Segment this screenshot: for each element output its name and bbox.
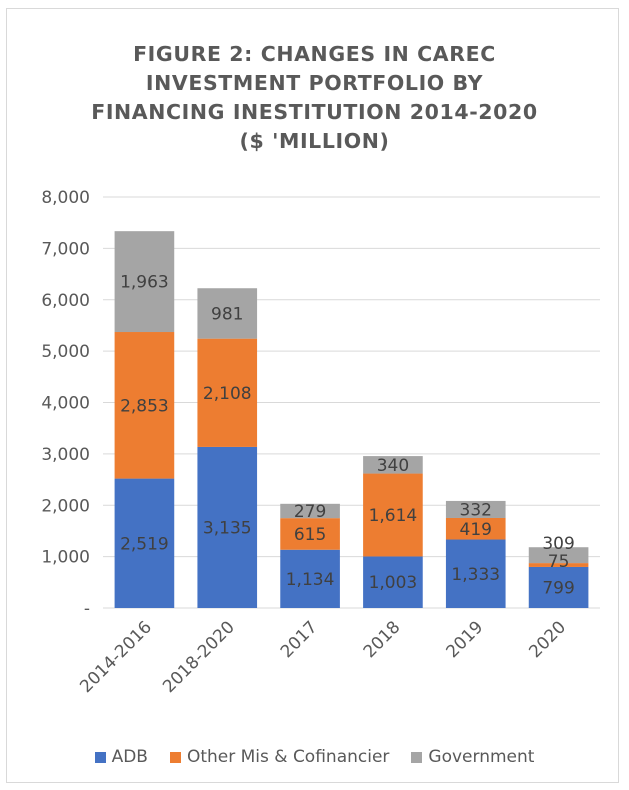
data-label: 419: [460, 520, 492, 540]
data-label: 340: [377, 456, 409, 476]
data-label: 2,853: [120, 396, 169, 416]
chart-frame: [6, 8, 619, 783]
data-label: 799: [542, 578, 574, 598]
data-label: 332: [460, 500, 492, 520]
legend-label-adb: ADB: [111, 747, 148, 767]
data-label: 75: [548, 552, 570, 572]
bar-segment: [197, 446, 258, 608]
legend-swatch-other: [169, 751, 181, 763]
y-tick-label: 1,000: [41, 548, 90, 568]
bar-segment: [280, 518, 340, 550]
bar-segment: [114, 332, 175, 479]
bar-segment: [363, 473, 423, 557]
data-label: 3,135: [203, 518, 252, 538]
data-label: 1,134: [286, 570, 335, 590]
legend-item-other: Other Mis & Cofinancier: [169, 747, 390, 767]
bar-segment: [280, 503, 340, 519]
data-label: 2,519: [120, 534, 169, 554]
bar-segment: [528, 566, 589, 608]
bar-segment: [280, 549, 340, 608]
chart-title-line-3: FINANCING INESTITUTION 2014-2020: [91, 100, 538, 124]
x-tick-label: 2019: [443, 617, 488, 662]
y-tick-label: 6,000: [41, 291, 90, 311]
y-tick-label: 7,000: [41, 239, 90, 259]
y-tick-label: 5,000: [41, 342, 90, 362]
y-tick-label: 4,000: [41, 394, 90, 414]
bar-segment: [528, 563, 589, 567]
y-tick-label: 8,000: [41, 188, 90, 208]
bar-segment: [114, 231, 175, 333]
legend-item-adb: ADB: [94, 747, 148, 767]
y-tick-label: -: [84, 599, 90, 619]
data-label: 1,614: [369, 506, 418, 526]
bar-segment: [528, 547, 589, 564]
x-tick-label: 2017: [277, 617, 322, 662]
legend-item-government: Government: [411, 747, 534, 767]
x-tick-label: 2018-2020: [159, 617, 239, 697]
data-label: 2,108: [203, 384, 252, 404]
chart-title-line-1: FIGURE 2: CHANGES IN CAREC: [133, 42, 496, 66]
data-label: 1,003: [369, 573, 418, 593]
legend-label-government: Government: [428, 747, 535, 767]
bar-segment: [114, 478, 175, 608]
bar-segment: [445, 500, 506, 518]
data-label: 1,963: [120, 273, 169, 293]
legend-label-other: Other Mis & Cofinancier: [186, 747, 390, 767]
data-label: 981: [211, 304, 243, 324]
data-label: 279: [294, 502, 326, 522]
legend-swatch-adb: [94, 751, 106, 763]
data-label: 309: [542, 534, 574, 554]
bar-segment: [363, 456, 423, 474]
bar-segment: [197, 288, 258, 339]
bar-segment: [445, 539, 506, 608]
bar-segment: [445, 517, 506, 540]
x-tick-label: 2020: [525, 617, 570, 662]
chart-title-line-2: INVESTMENT PORTFOLIO BY: [145, 71, 484, 95]
chart-title-line-4: ($ 'MILLION): [239, 129, 390, 153]
chart-legend: ADB Other Mis & Cofinancier Government: [0, 747, 629, 767]
bar-segment: [197, 338, 258, 447]
chart-title: FIGURE 2: CHANGES IN CAREC INVESTMENT PO…: [0, 40, 629, 156]
x-tick-label: 2014-2016: [76, 617, 156, 697]
y-tick-label: 2,000: [41, 496, 90, 516]
bar-segment: [363, 556, 423, 608]
legend-swatch-government: [411, 751, 423, 763]
data-label: 615: [294, 525, 326, 545]
data-label: 1,333: [451, 565, 500, 585]
x-tick-label: 2018: [360, 617, 405, 662]
y-tick-label: 3,000: [41, 445, 90, 465]
